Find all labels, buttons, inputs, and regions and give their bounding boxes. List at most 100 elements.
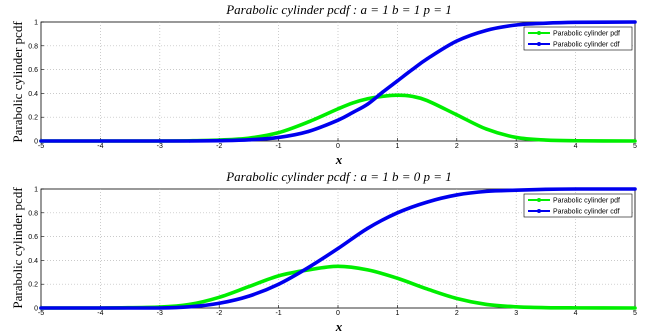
legend-label-cdf: Parabolic cylinder cdf bbox=[553, 42, 620, 49]
x-tick-label: -4 bbox=[97, 310, 103, 317]
y-axis: 0 0.2 0.4 0.6 0.8 1 bbox=[28, 20, 44, 146]
cdf-data-point bbox=[633, 20, 637, 24]
pdf-data-point bbox=[544, 138, 548, 142]
x-tick-label: 0 bbox=[336, 143, 340, 150]
series-layer bbox=[39, 187, 637, 310]
x-tick-label: -3 bbox=[157, 143, 163, 150]
pdf-data-point bbox=[380, 94, 385, 98]
cdf-data-point bbox=[277, 135, 281, 140]
pdf-data-point bbox=[277, 131, 281, 135]
cdf-data-point bbox=[98, 306, 102, 310]
cdf-data-point bbox=[484, 189, 489, 193]
cdf-data-point bbox=[455, 39, 459, 43]
pdf-data-point bbox=[574, 306, 578, 310]
series-layer bbox=[39, 20, 637, 143]
cdf-data-point bbox=[544, 21, 548, 25]
cdf-data-point bbox=[380, 90, 385, 94]
x-tick-label: 4 bbox=[574, 310, 578, 317]
cdf-data-point bbox=[366, 226, 370, 230]
pdf-data-point bbox=[633, 139, 637, 143]
pdf-data-point bbox=[351, 101, 355, 105]
legend: Parabolic cylinder pdf Parabolic cylinde… bbox=[523, 26, 633, 51]
y-tick-label: 0.6 bbox=[28, 67, 38, 74]
x-tick-label: 3 bbox=[514, 310, 518, 317]
cdf-data-point bbox=[410, 68, 414, 72]
chart-title: Parabolic cylinder pcdf : a = 1 b = 1 p … bbox=[225, 2, 452, 17]
pdf-data-point bbox=[514, 135, 518, 140]
x-tick-label: 3 bbox=[514, 143, 518, 150]
y-tick-label: 0.8 bbox=[28, 210, 38, 217]
x-tick-label: -4 bbox=[97, 143, 103, 150]
y-tick-label: 0.4 bbox=[28, 258, 38, 265]
pdf-data-point bbox=[247, 284, 251, 289]
legend-box bbox=[523, 26, 633, 51]
y-tick-label: 0.2 bbox=[28, 115, 38, 122]
y-tick-label: 0.6 bbox=[28, 234, 38, 241]
pdf-data-point bbox=[484, 302, 489, 307]
pdf-data-point bbox=[455, 296, 459, 301]
cdf-data-point bbox=[247, 294, 251, 298]
pdf-data-point bbox=[484, 127, 489, 131]
cdf-data-point bbox=[574, 187, 578, 191]
cdf-data-point bbox=[336, 246, 340, 251]
cdf-data-point bbox=[366, 102, 370, 106]
cdf-data-point bbox=[395, 79, 399, 83]
pdf-data-point bbox=[366, 97, 370, 101]
x-tick-label: -3 bbox=[157, 310, 163, 317]
y-axis-label: Parabolic cylinder pcdf bbox=[10, 187, 25, 309]
x-tick-label: 4 bbox=[574, 143, 578, 150]
legend-box bbox=[523, 193, 633, 218]
y-tick-label: 0.2 bbox=[28, 282, 38, 289]
legend: Parabolic cylinder pdf Parabolic cylinde… bbox=[523, 193, 633, 218]
cdf-data-point bbox=[544, 187, 548, 191]
cdf-data-point bbox=[158, 139, 162, 143]
pdf-series-line bbox=[39, 264, 637, 310]
cdf-data-point bbox=[336, 118, 340, 122]
pdf-data-point bbox=[574, 139, 578, 143]
legend-marker-cdf bbox=[537, 42, 541, 46]
chart-panel-top: Parabolic cylinder pcdf : a = 1 b = 1 p … bbox=[10, 2, 637, 167]
cdf-data-point bbox=[574, 20, 578, 24]
cdf-data-point bbox=[217, 139, 221, 143]
x-axis-label: x bbox=[335, 152, 343, 167]
pdf-data-point bbox=[366, 268, 370, 272]
pdf-data-point bbox=[395, 93, 399, 97]
pdf-data-point bbox=[336, 264, 340, 268]
x-tick-label: 5 bbox=[633, 143, 637, 150]
pdf-data-point bbox=[425, 287, 429, 291]
legend-marker-cdf bbox=[537, 209, 541, 213]
cdf-data-point bbox=[425, 57, 429, 61]
pdf-data-point bbox=[514, 305, 518, 309]
x-tick-label: 1 bbox=[395, 143, 399, 150]
cdf-series-line bbox=[39, 187, 637, 310]
y-tick-label: 0.4 bbox=[28, 91, 38, 98]
cdf-data-point bbox=[514, 188, 518, 192]
legend-marker-pdf bbox=[537, 198, 541, 202]
legend-label-pdf: Parabolic cylinder pdf bbox=[553, 31, 620, 38]
x-tick-label: -5 bbox=[38, 143, 44, 150]
cdf-data-point bbox=[247, 138, 251, 142]
cdf-data-point bbox=[187, 305, 192, 309]
pdf-data-point bbox=[395, 276, 399, 280]
cdf-data-point bbox=[158, 306, 162, 310]
x-tick-label: -1 bbox=[275, 143, 281, 150]
pdf-data-point bbox=[544, 306, 548, 310]
cdf-data-point bbox=[39, 306, 43, 310]
pdf-data-point bbox=[410, 94, 414, 98]
x-tick-label: 1 bbox=[395, 310, 399, 317]
grid-lines bbox=[41, 189, 635, 308]
chart-panel-bottom: Parabolic cylinder pcdf : a = 1 b = 0 p … bbox=[10, 169, 637, 334]
cdf-data-point bbox=[187, 139, 192, 143]
x-tick-label: 0 bbox=[336, 310, 340, 317]
cdf-data-point bbox=[306, 265, 310, 270]
x-tick-label: 5 bbox=[633, 310, 637, 317]
x-tick-label: 2 bbox=[455, 310, 459, 317]
legend-label-cdf: Parabolic cylinder cdf bbox=[553, 209, 620, 216]
x-axis: -5 -4 -3 -2 -1 0 1 2 3 4 5 bbox=[38, 305, 637, 317]
cdf-data-point bbox=[425, 200, 429, 204]
pdf-data-point bbox=[425, 98, 429, 103]
cdf-data-point bbox=[514, 23, 518, 27]
cdf-data-point bbox=[217, 301, 221, 305]
cdf-data-point bbox=[39, 139, 43, 143]
